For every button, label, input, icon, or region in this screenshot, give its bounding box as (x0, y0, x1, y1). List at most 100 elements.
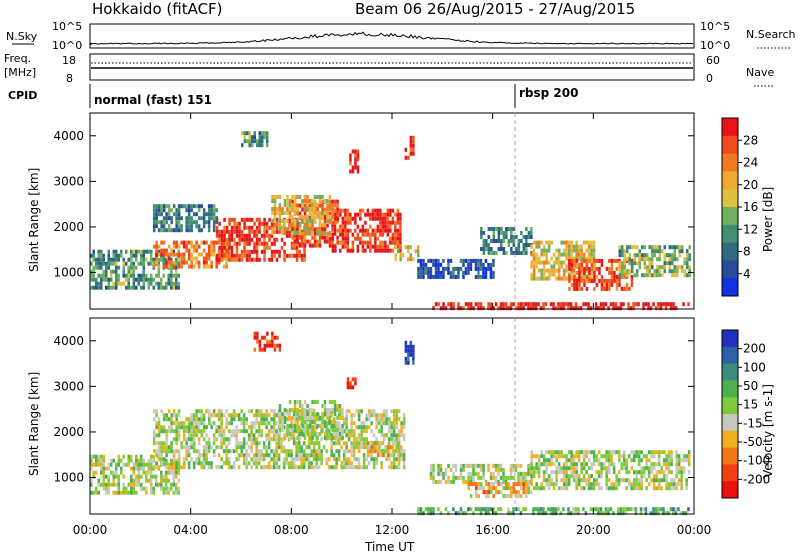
range-cell (100, 277, 103, 282)
range-cell (613, 274, 616, 279)
range-cell (394, 232, 397, 237)
range-cell (167, 224, 171, 229)
range-cell (311, 211, 314, 215)
range-cell (223, 253, 226, 258)
range-cell (296, 408, 299, 412)
range-cell (175, 277, 178, 282)
range-cell (190, 216, 193, 221)
range-cell (647, 482, 651, 487)
range-cell (160, 425, 163, 430)
range-cell (640, 458, 643, 463)
range-cell (235, 437, 238, 442)
range-cell (562, 248, 566, 253)
range-cell (321, 211, 324, 215)
range-cell (303, 223, 307, 227)
range-cell (190, 264, 193, 269)
range-cell (227, 457, 231, 462)
range-cell (160, 220, 163, 225)
range-cell (657, 478, 661, 483)
range-cell (545, 256, 548, 261)
range-cell (570, 282, 574, 287)
range-cell (323, 400, 327, 404)
range-cell (247, 433, 251, 438)
range-cell (497, 306, 500, 311)
range-cell (288, 227, 292, 231)
range-cell (301, 231, 304, 236)
range-cell (190, 244, 193, 249)
range-cell (379, 244, 382, 249)
range-cell (175, 240, 178, 245)
range-cell (135, 277, 138, 282)
range-cell (673, 269, 676, 274)
range-cell (597, 507, 600, 512)
range-cell (494, 302, 498, 307)
range-cell (130, 482, 133, 487)
range-cell (341, 232, 345, 237)
range-cell (507, 486, 510, 491)
range-cell (344, 232, 347, 237)
range-cell (215, 413, 218, 418)
range-cell (170, 417, 173, 422)
range-cell (255, 237, 259, 242)
range-cell (233, 241, 236, 246)
range-cell (320, 457, 323, 462)
range-cell (542, 478, 546, 483)
range-cell (295, 257, 299, 262)
range-cell (615, 486, 618, 491)
range-cell (603, 278, 606, 283)
range-cell (560, 252, 563, 257)
range-cell (286, 203, 289, 207)
range-cell (298, 253, 301, 258)
range-cell (376, 216, 380, 221)
range-cell (349, 216, 352, 221)
range-cell (502, 247, 506, 251)
range-cell (444, 471, 448, 476)
range-cell (565, 466, 568, 471)
range-cell (412, 356, 415, 361)
range-cell (275, 449, 278, 454)
range-cell (452, 274, 455, 279)
range-cell (245, 237, 249, 242)
range-cell (293, 420, 297, 424)
range-cell (400, 425, 403, 430)
range-cell (205, 252, 208, 257)
range-cell (575, 470, 578, 475)
range-cell (288, 229, 291, 234)
range-cell (347, 461, 351, 466)
range-cell (248, 229, 251, 234)
colorbar-segment (722, 118, 738, 137)
range-cell (185, 216, 188, 221)
range-cell (317, 441, 321, 446)
range-cell (278, 249, 281, 254)
range-cell (399, 236, 402, 241)
range-cell (610, 274, 614, 279)
range-cell (157, 445, 161, 450)
range-cell (632, 486, 636, 491)
range-cell (484, 507, 488, 512)
range-cell (542, 462, 546, 467)
range-cell (357, 457, 361, 462)
range-cell (630, 450, 633, 455)
range-cell (130, 458, 133, 463)
range-cell (92, 273, 95, 278)
range-cell (490, 239, 493, 243)
range-cell (399, 224, 402, 229)
range-cell (475, 490, 478, 495)
range-cell (271, 339, 274, 344)
range-cell (212, 453, 216, 458)
range-cell (157, 281, 160, 286)
range-cell (557, 252, 561, 257)
range-cell (542, 276, 546, 281)
range-cell (202, 417, 206, 422)
range-cell (357, 449, 361, 454)
range-cell (530, 264, 533, 269)
range-cell (152, 437, 156, 442)
range-cell (306, 215, 309, 219)
range-cell (657, 306, 660, 311)
range-cell (350, 425, 353, 430)
range-cell (260, 465, 263, 470)
range-cell (462, 262, 465, 267)
range-cell (333, 227, 337, 232)
range-cell (160, 281, 163, 286)
range-cell (301, 416, 304, 420)
